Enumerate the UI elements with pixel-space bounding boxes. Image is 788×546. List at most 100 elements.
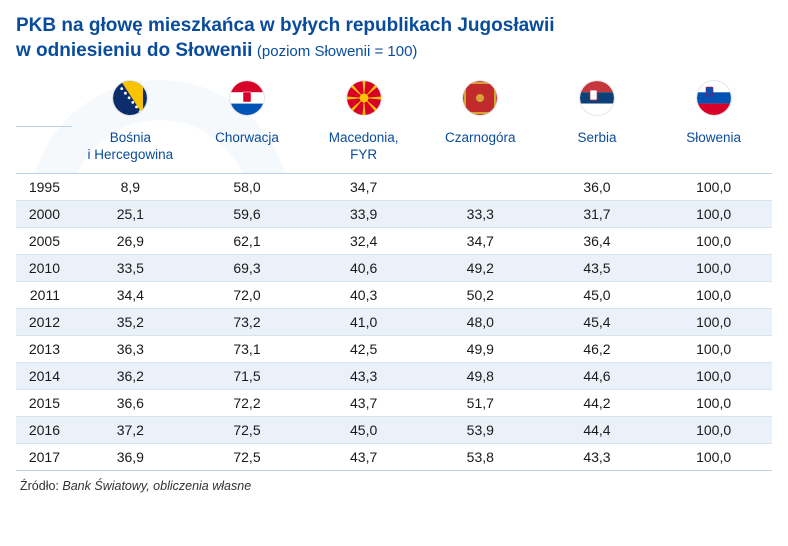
data-cell: 36,6 [72,389,189,416]
table-row: 201637,272,545,053,944,4100,0 [16,416,772,443]
mne-flag-icon [463,81,497,115]
data-cell: 35,2 [72,308,189,335]
table-header-row: Bośniai HercegowinaChorwacjaMacedonia,FY… [16,126,772,173]
data-cell: 69,3 [189,254,306,281]
data-cell: 72,0 [189,281,306,308]
table-row: 201536,672,243,751,744,2100,0 [16,389,772,416]
table-flag-row [16,77,772,126]
year-cell: 2014 [16,362,72,389]
data-cell: 31,7 [539,200,656,227]
table-row: 201134,472,040,350,245,0100,0 [16,281,772,308]
content-wrapper: PKB na głowę mieszkańca w byłych republi… [0,0,788,501]
data-cell: 43,3 [305,362,422,389]
data-cell: 51,7 [422,389,539,416]
data-cell: 42,5 [305,335,422,362]
table-body: 19958,958,034,736,0100,0200025,159,633,9… [16,173,772,470]
data-cell: 49,9 [422,335,539,362]
title-line2-main: w odniesieniu do Słowenii [16,40,252,61]
mkd-flag-icon [347,81,381,115]
title-line1: PKB na głowę mieszkańca w byłych republi… [16,15,555,36]
data-cell: 53,8 [422,443,539,470]
col-header-mne: Czarnogóra [422,126,539,173]
flag-hrv [189,77,306,126]
data-cell: 100,0 [655,173,772,200]
data-cell: 73,2 [189,308,306,335]
flag-mne [422,77,539,126]
data-cell: 72,2 [189,389,306,416]
source-text: Bank Światowy, obliczenia własne [62,479,251,493]
data-cell: 48,0 [422,308,539,335]
table-row: 200025,159,633,933,331,7100,0 [16,200,772,227]
data-cell: 72,5 [189,416,306,443]
flag-mkd [305,77,422,126]
data-cell: 49,2 [422,254,539,281]
data-cell: 45,4 [539,308,656,335]
data-cell: 100,0 [655,443,772,470]
data-cell: 100,0 [655,281,772,308]
flag-bih [72,77,189,126]
data-cell: 36,4 [539,227,656,254]
data-cell: 44,6 [539,362,656,389]
data-cell: 26,9 [72,227,189,254]
hrv-flag-icon [230,81,264,115]
data-cell: 44,2 [539,389,656,416]
flag-srb [539,77,656,126]
data-cell: 34,4 [72,281,189,308]
data-cell: 33,9 [305,200,422,227]
data-cell: 100,0 [655,254,772,281]
data-cell: 100,0 [655,416,772,443]
data-cell: 41,0 [305,308,422,335]
data-cell: 32,4 [305,227,422,254]
data-cell: 100,0 [655,200,772,227]
data-cell: 43,3 [539,443,656,470]
source-label: Źródło: [20,479,59,493]
source-line: Źródło: Bank Światowy, obliczenia własne [16,471,772,493]
data-cell: 50,2 [422,281,539,308]
year-cell: 2012 [16,308,72,335]
col-header-bih: Bośniai Hercegowina [72,126,189,173]
data-cell: 43,7 [305,389,422,416]
col-header-hrv: Chorwacja [189,126,306,173]
svn-flag-icon [697,81,731,115]
col-header-srb: Serbia [539,126,656,173]
data-cell: 62,1 [189,227,306,254]
data-cell: 25,1 [72,200,189,227]
srb-flag-icon [580,81,614,115]
data-cell: 43,7 [305,443,422,470]
table-row: 201336,373,142,549,946,2100,0 [16,335,772,362]
data-cell: 40,6 [305,254,422,281]
data-cell: 45,0 [305,416,422,443]
data-cell: 71,5 [189,362,306,389]
data-cell: 72,5 [189,443,306,470]
gdp-table: Bośniai HercegowinaChorwacjaMacedonia,FY… [16,77,772,470]
year-cell: 2011 [16,281,72,308]
data-cell: 44,4 [539,416,656,443]
data-cell [422,173,539,200]
data-cell: 33,5 [72,254,189,281]
title-line2-note: (poziom Słowenii = 100) [257,43,418,60]
data-cell: 100,0 [655,362,772,389]
year-cell: 1995 [16,173,72,200]
data-cell: 37,2 [72,416,189,443]
data-cell: 49,8 [422,362,539,389]
table-row: 19958,958,034,736,0100,0 [16,173,772,200]
year-cell: 2015 [16,389,72,416]
data-cell: 34,7 [305,173,422,200]
data-cell: 34,7 [422,227,539,254]
data-cell: 36,3 [72,335,189,362]
data-cell: 100,0 [655,335,772,362]
table-row: 200526,962,132,434,736,4100,0 [16,227,772,254]
table-row: 201033,569,340,649,243,5100,0 [16,254,772,281]
data-cell: 36,9 [72,443,189,470]
col-header-svn: Słowenia [655,126,772,173]
data-cell: 40,3 [305,281,422,308]
table-row: 201235,273,241,048,045,4100,0 [16,308,772,335]
data-cell: 58,0 [189,173,306,200]
data-cell: 43,5 [539,254,656,281]
table-row: 201436,271,543,349,844,6100,0 [16,362,772,389]
data-cell: 33,3 [422,200,539,227]
data-cell: 45,0 [539,281,656,308]
year-cell: 2013 [16,335,72,362]
data-cell: 36,2 [72,362,189,389]
year-cell: 2000 [16,200,72,227]
